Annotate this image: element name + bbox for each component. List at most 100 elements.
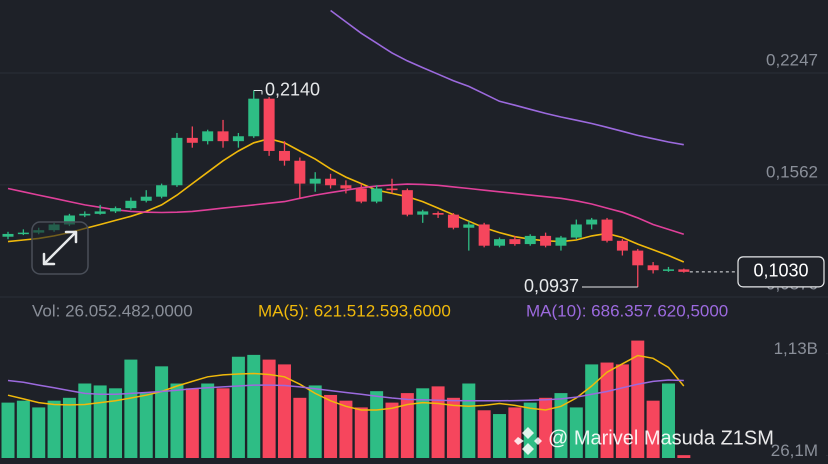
volume-bar — [600, 362, 614, 458]
candle-body — [278, 150, 290, 161]
candle-body — [616, 240, 628, 251]
volume-bar — [661, 383, 675, 458]
candle-body — [478, 224, 490, 246]
candle-body — [509, 239, 521, 245]
candle-body — [217, 131, 229, 142]
y-tick-label: 26,1M — [771, 441, 818, 460]
candle-body — [662, 269, 674, 271]
volume-bar — [508, 407, 522, 458]
y-tick-label: 0,2247 — [766, 51, 818, 70]
watermark-logo — [514, 427, 542, 455]
candle-body — [325, 178, 337, 186]
candle-body — [202, 131, 214, 142]
volume-bar — [277, 364, 291, 458]
volume-bar — [400, 393, 414, 458]
candle-body — [294, 160, 306, 184]
volume-bar — [646, 400, 660, 458]
candle-body — [524, 235, 536, 245]
expand-button[interactable] — [31, 221, 89, 275]
candle-body — [79, 213, 91, 216]
volume-ma-line — [7, 354, 685, 411]
volume-bar — [216, 388, 230, 458]
candle-body — [401, 190, 413, 215]
volume-bar — [308, 385, 322, 458]
volume-bar — [139, 393, 153, 458]
volume-bar — [231, 356, 245, 458]
volume-bar — [155, 366, 169, 458]
last-price-label: 0,1030 — [753, 261, 808, 281]
volume-bar — [1, 402, 15, 458]
candle-body — [417, 211, 429, 215]
candle-body — [555, 237, 567, 246]
volume-bar — [62, 397, 76, 458]
candle-body — [371, 188, 383, 202]
candle-body — [94, 211, 106, 214]
candle-body — [447, 214, 459, 228]
candle-body — [125, 200, 137, 209]
candle-body — [432, 213, 444, 215]
volume-bar — [201, 383, 215, 458]
candle-body — [248, 98, 260, 137]
volume-bar — [324, 394, 338, 458]
candle-body — [586, 219, 598, 225]
candle-body — [463, 224, 475, 228]
candle-body — [540, 235, 552, 246]
volume-title: Vol: 26.052.482,0000 — [32, 301, 193, 320]
candle-body — [171, 137, 183, 186]
volume-bar — [385, 402, 399, 458]
volume-bar — [32, 407, 46, 458]
volume-bar — [293, 397, 307, 458]
volume-bar — [339, 400, 353, 458]
candle-body — [232, 136, 244, 142]
volume-bar — [539, 397, 553, 458]
legend-entry: MA(10): 686.357.620,5000 — [526, 301, 728, 320]
candle-body — [355, 188, 367, 202]
volume-bar — [354, 407, 368, 458]
volume-bar — [185, 388, 199, 458]
volume-bar — [124, 359, 138, 458]
legend-entry: MA(5): 621.512.593,6000 — [258, 301, 451, 320]
volume-bar — [16, 400, 30, 458]
y-tick-label: 0,1562 — [766, 162, 818, 181]
volume-bar — [416, 388, 430, 458]
candle-body — [386, 188, 398, 191]
volume-bar — [462, 383, 476, 458]
volume-bar — [47, 400, 61, 458]
volume-bar — [247, 354, 261, 458]
candle-body — [156, 185, 168, 197]
candle-body — [309, 178, 321, 184]
volume-bar — [170, 383, 184, 458]
candle-body — [678, 269, 690, 272]
volume-bar — [631, 340, 645, 458]
y-tick-label: 1,13B — [774, 339, 818, 358]
candle-body — [140, 196, 152, 201]
volume-bar — [446, 397, 460, 458]
candle-body — [632, 250, 644, 266]
volume-bar — [554, 393, 568, 458]
high-label: 0,2140 — [265, 79, 320, 99]
candle-body — [186, 137, 198, 143]
volume-bar — [569, 407, 583, 458]
volume-bar — [477, 410, 491, 458]
watermark: @ Marivel Masuda Z1SM — [548, 427, 774, 449]
candle-body — [63, 215, 75, 225]
volume-bar — [370, 391, 384, 458]
candle-body — [2, 233, 14, 237]
volume-bar — [78, 383, 92, 458]
candle-body — [647, 265, 659, 271]
volume-bar — [493, 414, 507, 458]
candle-body — [601, 219, 613, 241]
candle-body — [263, 98, 275, 151]
last-price-box — [737, 256, 825, 288]
volume-bar — [262, 359, 276, 458]
candle-body — [340, 185, 352, 189]
volume-bar — [93, 385, 107, 458]
volume-ma — [7, 354, 685, 411]
low-label: 0,0937 — [524, 276, 579, 296]
candle-body — [110, 208, 122, 212]
ma-line — [330, 9, 684, 146]
candle-body — [570, 224, 582, 238]
